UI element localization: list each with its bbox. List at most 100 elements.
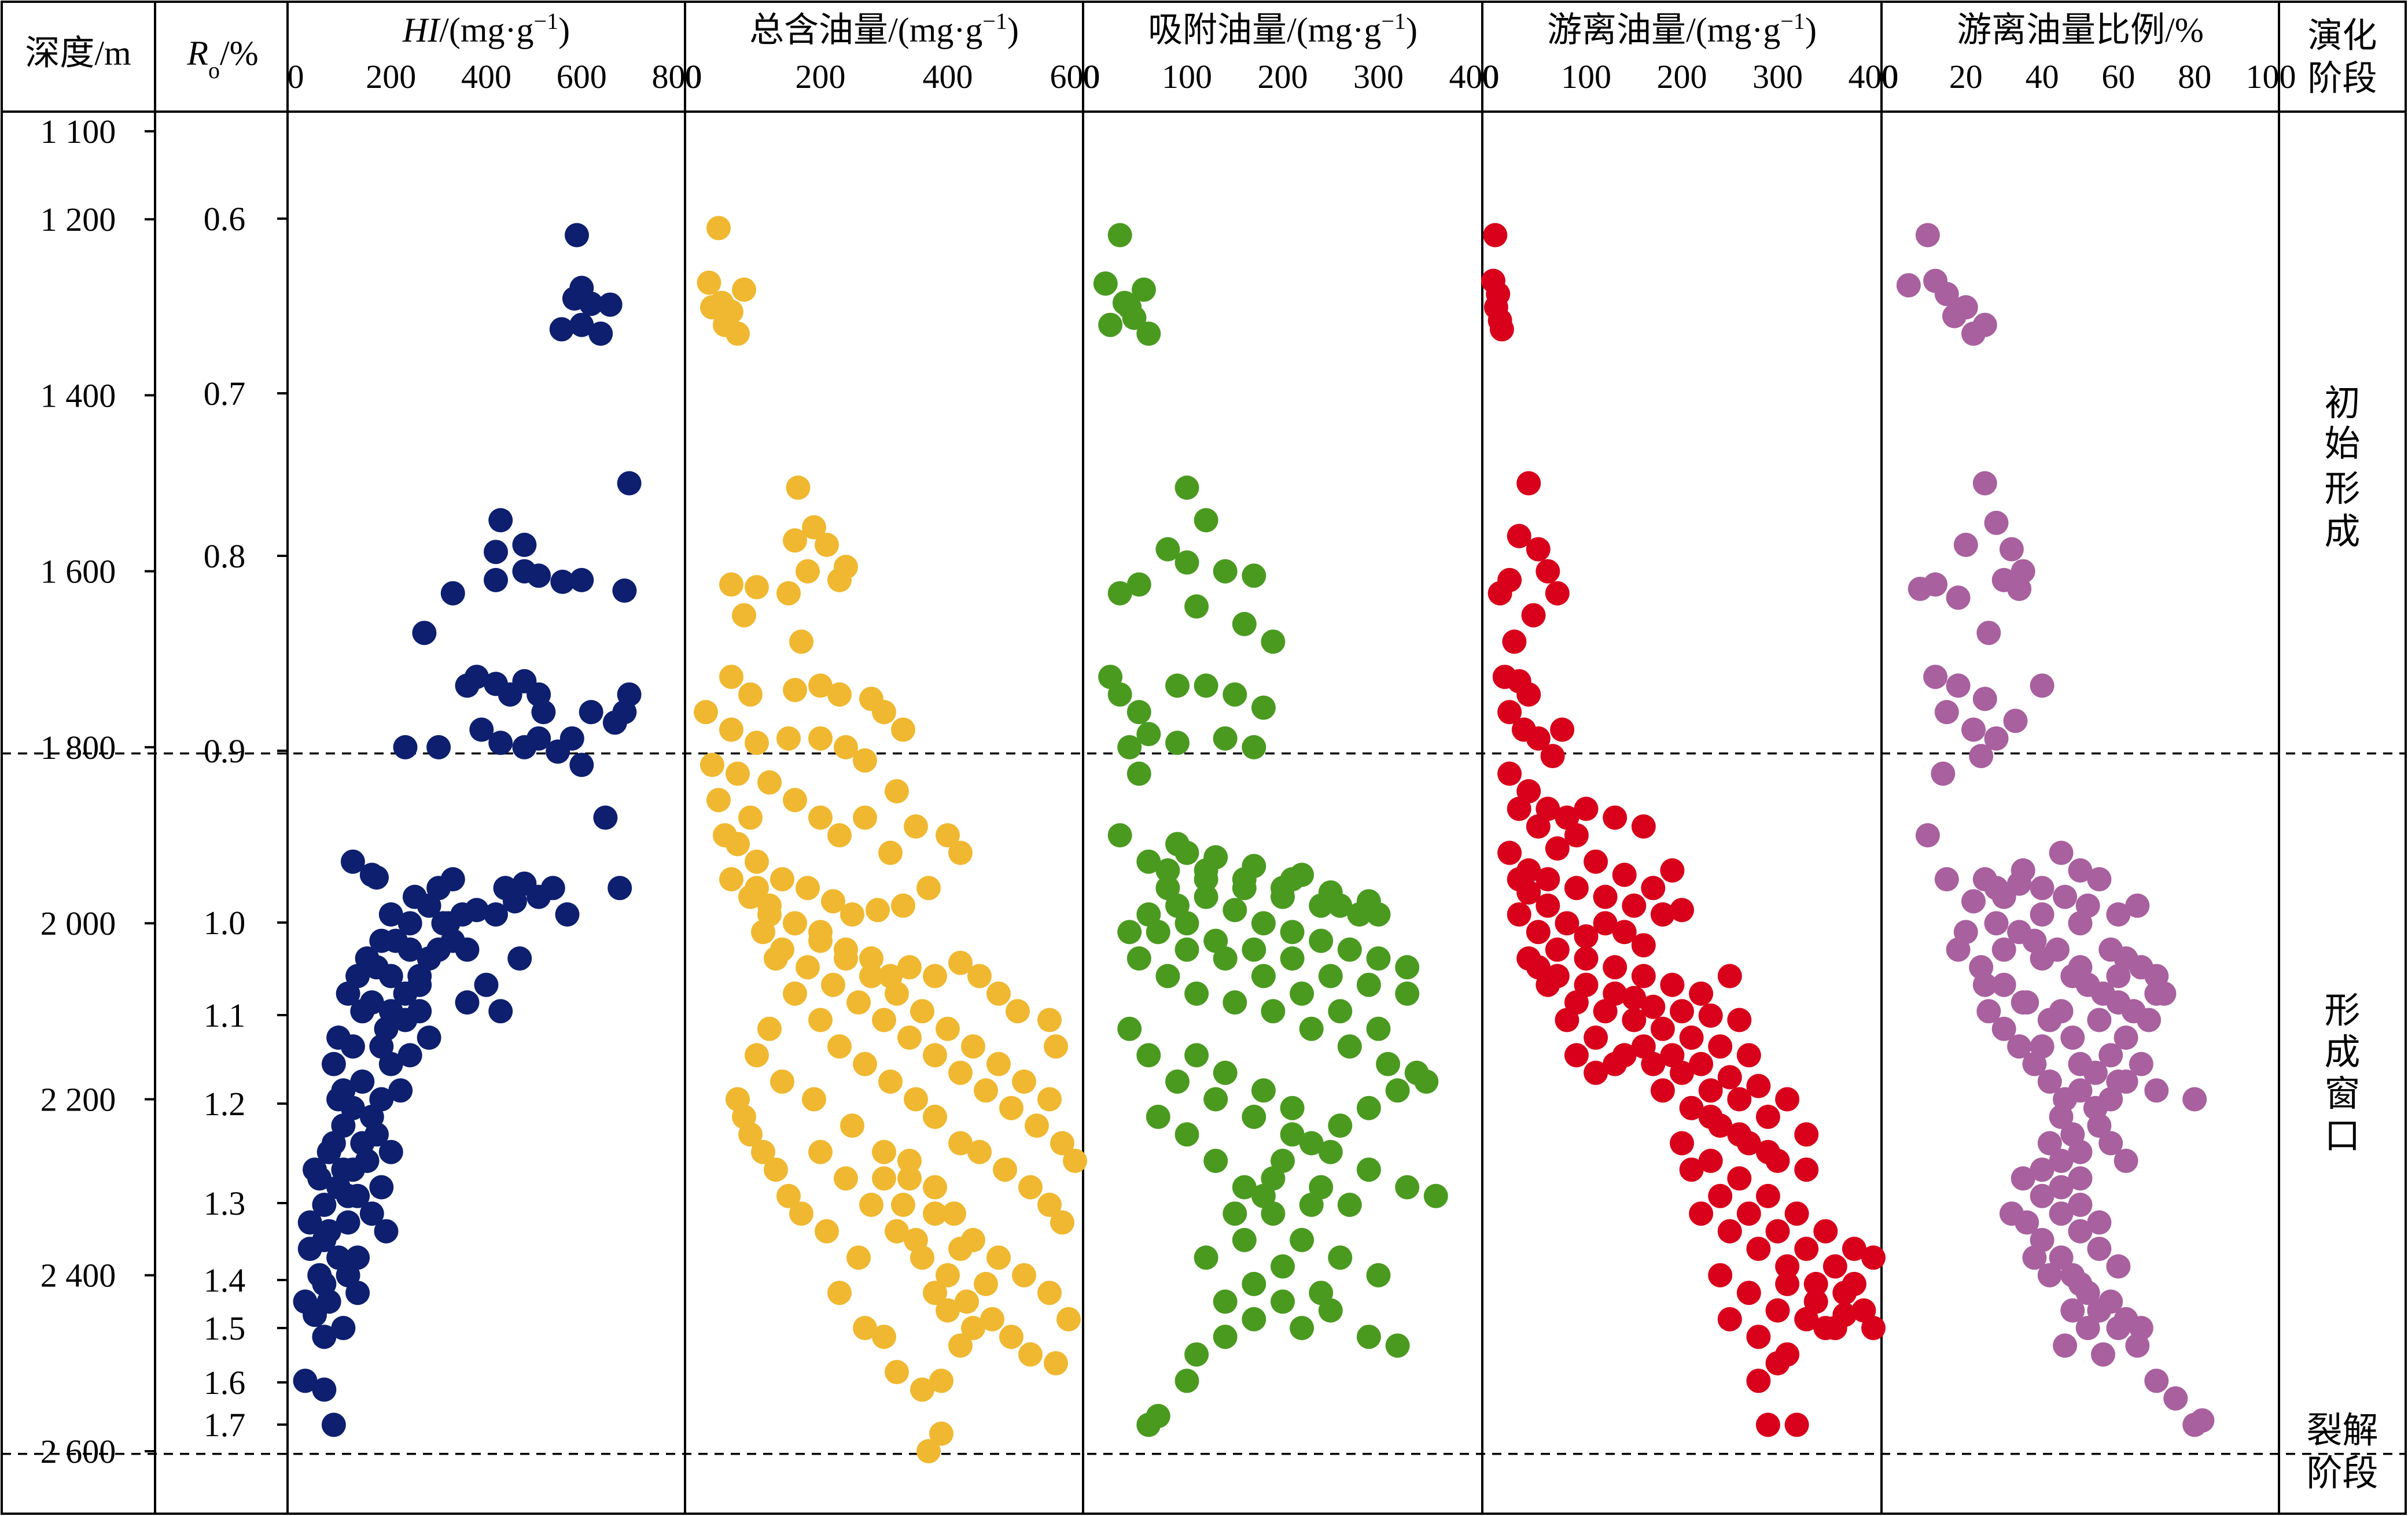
data-point [726, 1087, 750, 1112]
data-point [2003, 709, 2028, 733]
data-point [1251, 911, 1276, 936]
data-point [1318, 1139, 1343, 1164]
ro-tick-label: 0.9 [204, 732, 246, 770]
data-point [1184, 1043, 1209, 1068]
data-point [1842, 1237, 1866, 1262]
data-point [840, 902, 864, 927]
data-point [783, 678, 807, 702]
data-point [1146, 920, 1170, 945]
data-point [2087, 867, 2112, 892]
data-point [1037, 1193, 1062, 1217]
data-point [1915, 223, 1940, 248]
data-point [1584, 1060, 1608, 1085]
data-point [2011, 1166, 2035, 1191]
data-point [550, 569, 575, 594]
data-point [617, 471, 642, 496]
data-point [2098, 1289, 2123, 1314]
data-point [297, 1237, 322, 1262]
data-point [1126, 572, 1151, 597]
data-point [1232, 1227, 1257, 1252]
data-point [1832, 1303, 1857, 1327]
data-point [802, 515, 826, 540]
data-point [2106, 1254, 2131, 1279]
data-point [1232, 1175, 1257, 1200]
data-point [846, 1245, 871, 1270]
data-point [891, 893, 915, 918]
data-point [488, 999, 513, 1024]
x-tick-label: 0 [1482, 58, 1499, 95]
x-tick-label: 80 [2178, 58, 2211, 95]
data-point [2190, 1408, 2215, 1433]
x-tick-label: 400 [461, 58, 511, 95]
ro-axis-header: Ro/% [186, 34, 258, 83]
data-point [488, 731, 513, 755]
data-point [815, 1219, 839, 1244]
data-point [1708, 1263, 1733, 1288]
data-point [697, 270, 721, 295]
data-point [999, 1325, 1023, 1349]
depth-tick-label: 2 600 [40, 1433, 116, 1470]
data-point [1698, 1078, 1723, 1103]
data-point [1622, 893, 1647, 918]
data-point [1107, 581, 1132, 606]
x-tick-label: 20 [1949, 58, 1983, 95]
ro-tick-label: 0.6 [204, 200, 246, 238]
panel-title: 游离油量/(mg·g−1) [1547, 8, 1817, 50]
ro-tick-label: 1.2 [204, 1085, 246, 1123]
data-point [1194, 508, 1218, 533]
data-point [732, 277, 756, 302]
data-point [507, 946, 532, 971]
data-point [1999, 1201, 2024, 1226]
data-point [393, 735, 418, 759]
depth-tick-label: 1 100 [40, 113, 116, 150]
data-point [316, 1219, 341, 1244]
stage-label-window: 口 [2324, 1117, 2360, 1156]
data-point [1489, 317, 1514, 342]
data-point [1356, 889, 1381, 914]
data-point [796, 955, 820, 980]
data-point [1622, 1008, 1647, 1032]
data-point [1037, 1008, 1062, 1032]
data-point [1564, 823, 1589, 848]
data-point [378, 1139, 403, 1164]
data-point [2068, 1219, 2093, 1244]
data-point [1356, 1325, 1381, 1349]
data-point [1385, 1333, 1410, 1358]
data-point [2087, 1008, 2112, 1032]
data-point [336, 1183, 360, 1208]
data-point [1223, 682, 1247, 707]
data-point [1261, 1166, 1286, 1191]
data-point [821, 972, 845, 997]
data-point [1526, 537, 1551, 562]
panel-title: 总含油量/(mg·g−1) [749, 8, 1019, 50]
stage-label-initial: 初 [2324, 384, 2360, 423]
data-point [1117, 1016, 1142, 1041]
x-tick-label: 60 [2101, 58, 2135, 95]
data-point [897, 1149, 922, 1173]
data-point [1679, 1157, 1704, 1182]
data-point [1717, 1307, 1742, 1331]
data-point [2106, 902, 2131, 927]
data-point [1526, 920, 1551, 945]
data-point [2060, 1122, 2085, 1147]
data-point [579, 292, 603, 316]
data-point [2007, 871, 2032, 896]
data-point [1366, 1263, 1391, 1288]
data-point [526, 563, 551, 588]
data-point [853, 1316, 877, 1340]
data-point [776, 1183, 801, 1208]
data-point [1698, 1003, 1723, 1028]
data-point [1622, 986, 1647, 1010]
data-point [1961, 717, 1986, 742]
data-point [1271, 1289, 1295, 1314]
data-point [1242, 1104, 1266, 1129]
data-point [1526, 955, 1551, 980]
data-point [745, 575, 769, 600]
ro-tick-label: 1.5 [204, 1310, 246, 1347]
x-tick-label: 40 [2026, 58, 2059, 95]
data-point [1107, 682, 1132, 707]
data-point [312, 1271, 337, 1296]
data-point [1670, 898, 1694, 923]
